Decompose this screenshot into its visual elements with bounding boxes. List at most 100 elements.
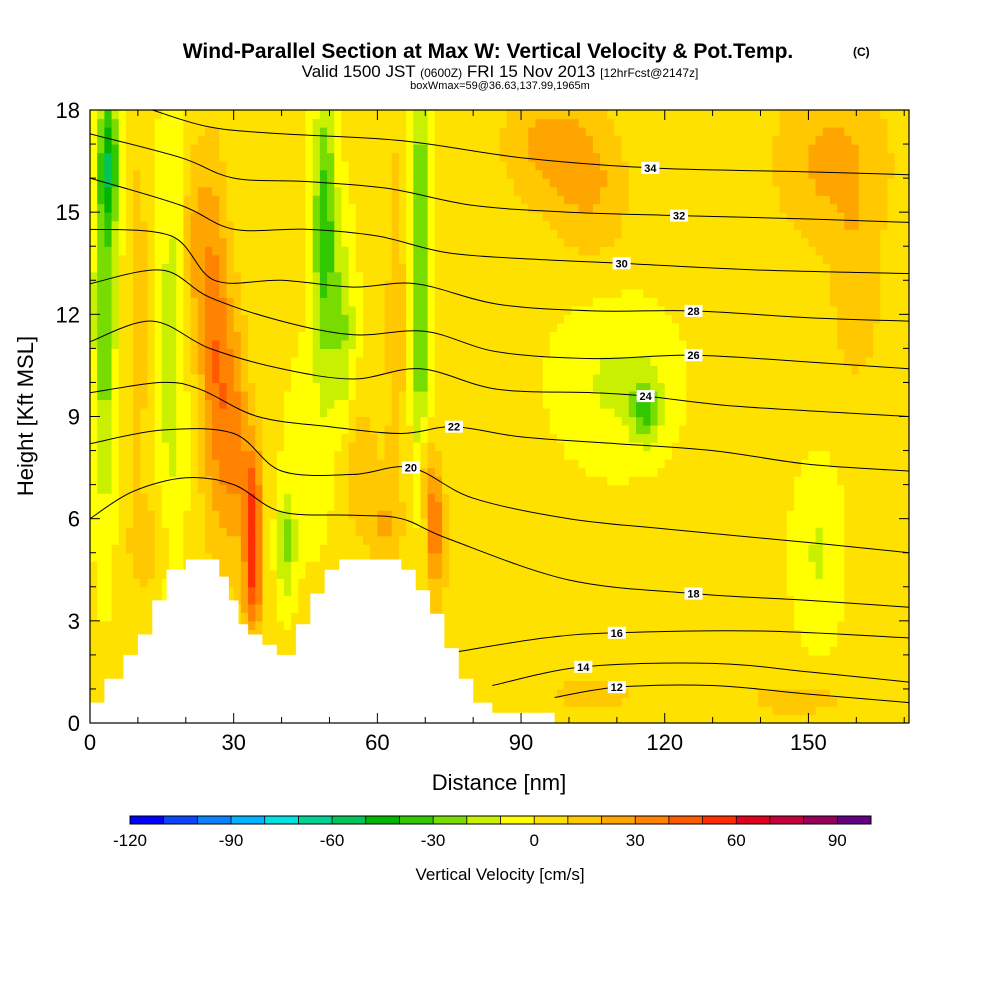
w-cell [571, 459, 580, 469]
w-cell [858, 450, 867, 460]
w-cell [456, 459, 465, 469]
w-cell [865, 578, 874, 588]
w-cell [327, 390, 335, 401]
w-cell [556, 620, 565, 630]
w-cell [391, 356, 400, 367]
w-cell [707, 510, 716, 520]
w-cell [521, 578, 529, 588]
w-cell [377, 373, 386, 384]
w-cell [456, 493, 465, 503]
w-cell [786, 680, 795, 690]
w-cell [844, 459, 853, 469]
w-cell [765, 714, 774, 723]
w-cell [829, 433, 838, 443]
w-cell [291, 595, 299, 605]
w-cell [607, 433, 616, 443]
w-cell [758, 510, 766, 520]
w-cell [808, 578, 817, 588]
w-cell [355, 399, 364, 409]
w-cell [341, 527, 350, 537]
w-cell [169, 561, 177, 571]
w-cell [197, 518, 206, 528]
w-cell [880, 612, 889, 622]
w-cell [693, 620, 702, 630]
w-cell [169, 544, 177, 554]
w-cell [262, 612, 271, 622]
w-cell [873, 382, 881, 392]
w-cell [628, 637, 637, 647]
w-cell [556, 382, 565, 392]
w-cell [722, 450, 730, 460]
w-cell [750, 484, 759, 494]
w-cell [262, 510, 271, 520]
w-cell [844, 493, 853, 503]
w-cell [873, 399, 881, 409]
w-cell [355, 501, 364, 511]
w-cell [355, 356, 364, 367]
w-cell [341, 382, 350, 392]
w-cell [176, 476, 184, 486]
w-cell [743, 697, 752, 707]
w-cell [492, 586, 501, 596]
w-cell [837, 586, 845, 596]
w-cell [556, 390, 565, 401]
w-cell [384, 425, 393, 435]
w-cell [880, 561, 889, 571]
w-cell [370, 407, 378, 418]
w-cell [758, 382, 766, 392]
w-cell [901, 390, 909, 401]
w-cell [485, 373, 493, 384]
w-cell [377, 425, 386, 435]
w-cell [822, 442, 831, 452]
w-cell [233, 552, 242, 562]
w-cell [276, 552, 285, 562]
w-cell [743, 586, 752, 596]
w-cell [118, 425, 127, 435]
w-cell [679, 527, 687, 537]
w-cell [219, 501, 228, 511]
w-cell [715, 561, 723, 571]
w-cell [729, 425, 738, 435]
w-cell [743, 484, 752, 494]
w-cell [693, 518, 702, 528]
w-cell [248, 433, 256, 443]
w-cell [248, 595, 256, 605]
w-cell [549, 399, 558, 409]
w-cell [377, 442, 386, 452]
w-cell [413, 399, 422, 409]
w-cell [786, 620, 795, 630]
w-cell [556, 407, 565, 418]
w-cell [118, 416, 127, 426]
w-cell [657, 373, 666, 384]
w-cell [398, 348, 407, 358]
w-cell [801, 535, 810, 545]
w-cell [729, 544, 738, 554]
w-cell [873, 714, 881, 723]
w-cell [312, 552, 321, 562]
w-cell [865, 501, 874, 511]
w-cell [118, 663, 127, 673]
w-cell [262, 373, 271, 384]
w-cell [449, 637, 457, 647]
w-cell [406, 544, 414, 554]
w-cell [442, 467, 450, 477]
w-cell [700, 501, 709, 511]
w-cell [794, 680, 802, 690]
w-cell [614, 450, 623, 460]
w-cell [542, 646, 551, 656]
w-cell [255, 467, 264, 477]
w-cell [592, 654, 601, 664]
w-cell [894, 501, 903, 511]
w-cell [592, 399, 601, 409]
w-cell [406, 510, 414, 520]
w-cell [226, 484, 235, 494]
w-cell [291, 552, 299, 562]
w-cell [801, 407, 810, 418]
w-cell [535, 373, 544, 384]
w-cell [894, 527, 903, 537]
w-cell [679, 595, 687, 605]
w-cell [549, 569, 558, 579]
w-cell [470, 552, 479, 562]
w-cell [822, 416, 831, 426]
w-cell [118, 527, 127, 537]
